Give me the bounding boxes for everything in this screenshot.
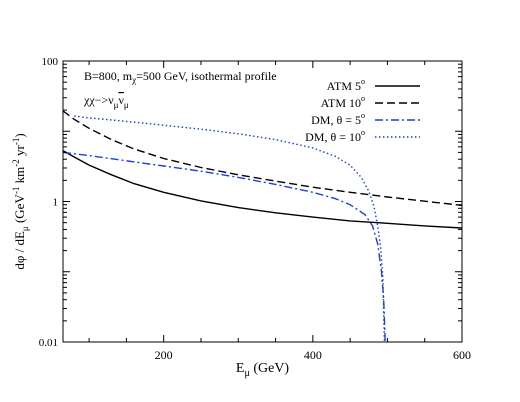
- annotation-sub: χ: [131, 75, 136, 85]
- annotation-group: B=800, mχ=500 GeV, isothermal profile χχ−…: [83, 69, 277, 110]
- x-axis-label-sub: μ: [244, 368, 249, 379]
- y-axis-label-unit: ): [12, 133, 27, 137]
- legend-text: DM, θ = 5: [311, 113, 361, 127]
- y-axis-label-main: dφ / dE: [12, 231, 27, 270]
- y-tick-label: 1: [53, 197, 59, 209]
- legend-degree: o: [361, 77, 365, 86]
- annotation-channel: χχ−>νμνμ: [83, 93, 129, 110]
- series-line-1: [63, 149, 462, 229]
- y-axis-label-sup: -1: [11, 187, 21, 195]
- y-axis-label-sup: -1: [11, 138, 21, 146]
- y-tick-label: 100: [42, 56, 59, 68]
- annotation-sub: μ: [124, 100, 129, 110]
- legend-degree: o: [361, 128, 365, 137]
- x-tick-label: 400: [304, 348, 322, 362]
- legend-text: ATM 5: [327, 79, 361, 93]
- annotation-params: B=800, mχ=500 GeV, isothermal profile: [84, 69, 277, 85]
- series-line-3: [63, 151, 386, 342]
- legend-label-3: DM, θ = 5o: [311, 111, 365, 127]
- y-tick-label: 0.01: [39, 337, 58, 349]
- annotation-sub: μ: [114, 100, 119, 110]
- legend-degree: o: [361, 111, 365, 120]
- annotation-text: B=800, m: [84, 69, 133, 83]
- legend-label-4: DM, θ = 10o: [305, 128, 365, 144]
- x-tick-label: 600: [453, 348, 471, 362]
- y-axis-label-unit: (GeV: [12, 194, 27, 227]
- annotation-antineutrino: ν: [118, 93, 124, 107]
- annotation-text: =500 GeV, isothermal profile: [136, 69, 277, 83]
- series-group: [63, 110, 462, 342]
- x-tick-label: 200: [155, 348, 173, 362]
- y-axis-label: dφ / dEμ (GeV-1 km-2 yr-1): [11, 133, 30, 269]
- series-line-4: [74, 115, 386, 342]
- x-axis-label-main: E: [236, 361, 245, 376]
- y-axis-label-sub: μ: [20, 226, 30, 231]
- series-line-2: [63, 110, 462, 207]
- legend-label-2: ATM 10o: [321, 94, 365, 110]
- y-axis-label-unit: yr: [12, 145, 27, 160]
- x-axis-label: Eμ (GeV): [236, 361, 290, 379]
- annotation-text: χχ−>ν: [83, 93, 114, 107]
- legend-label-1: ATM 5o: [327, 77, 365, 93]
- y-axis-label-unit: km: [12, 167, 27, 187]
- legend-text: ATM 10: [321, 96, 361, 110]
- legend-degree: o: [361, 94, 365, 103]
- x-axis-label-unit: (GeV): [250, 361, 290, 376]
- y-axis-label-sup: -2: [11, 159, 21, 167]
- legend-text: DM, θ = 10: [305, 130, 361, 144]
